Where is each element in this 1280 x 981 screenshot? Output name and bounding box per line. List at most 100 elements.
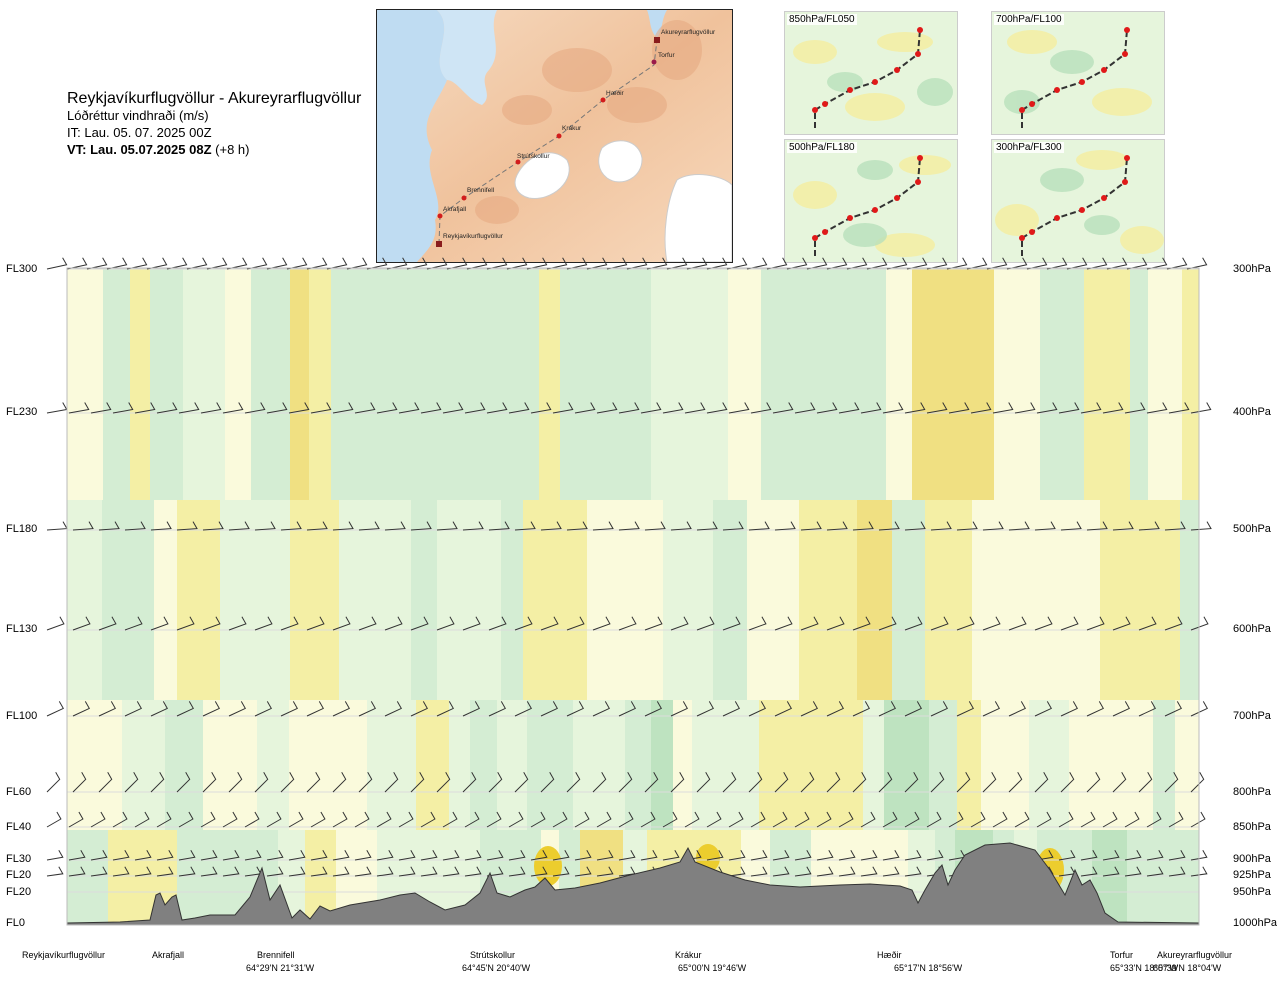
wind-barb	[488, 772, 503, 793]
wind-barb	[410, 616, 429, 631]
field-band	[994, 268, 1040, 500]
pa-label-925: 925hPa	[1233, 869, 1271, 881]
wind-barb	[926, 402, 948, 414]
field-band	[177, 830, 227, 925]
wind-barb	[552, 402, 574, 414]
wind-barb	[1008, 701, 1027, 717]
wind-barb	[1186, 257, 1208, 270]
wind-barb	[640, 402, 662, 414]
wind-barb	[354, 849, 372, 861]
field-band	[884, 700, 929, 830]
wind-barb	[508, 849, 526, 861]
field-band	[1027, 500, 1061, 700]
wind-barb	[222, 811, 238, 828]
wind-barb	[1124, 866, 1142, 877]
field-band	[684, 500, 713, 700]
wind-barb	[816, 811, 832, 828]
wind-barb	[46, 811, 62, 828]
wind-barb	[706, 849, 724, 861]
wind-barb	[860, 811, 876, 828]
wind-barb	[860, 866, 878, 877]
wind-barb	[176, 521, 198, 531]
wind-barb	[662, 811, 678, 828]
wind-barb	[384, 616, 403, 631]
field-band	[1170, 830, 1199, 925]
wind-barb	[1138, 616, 1157, 631]
field-band	[251, 268, 290, 500]
wind-barb	[882, 402, 904, 414]
wind-barb	[552, 811, 568, 828]
wind-barb	[134, 866, 152, 877]
wind-barb	[826, 616, 845, 631]
wind-barb	[786, 257, 808, 270]
wind-barb	[1112, 521, 1134, 531]
wind-barb	[970, 811, 986, 828]
wind-barb	[288, 866, 306, 877]
field-band	[315, 700, 367, 830]
wind-barb	[354, 402, 376, 414]
field-band	[501, 500, 523, 700]
wind-barb	[670, 521, 692, 531]
wind-barb	[696, 772, 711, 793]
wind-barb	[748, 772, 763, 793]
wind-barb	[774, 521, 796, 531]
wind-barb	[1164, 772, 1179, 793]
issue-time: IT: Lau. 05. 07. 2025 00Z	[67, 125, 212, 140]
wind-barb	[574, 866, 592, 877]
wind-barb	[878, 616, 897, 631]
wind-barb	[486, 811, 502, 828]
field-band	[492, 268, 539, 500]
wind-barb	[68, 866, 86, 877]
field-band	[67, 700, 122, 830]
wind-barb	[1146, 257, 1168, 270]
wind-barb	[1080, 402, 1102, 414]
mini-map-700-label: 700hPa/FL100	[994, 14, 1064, 25]
wind-barb	[464, 811, 480, 828]
field-band	[460, 500, 501, 700]
wind-barb	[508, 402, 530, 414]
map-label-torfur: Torfur	[658, 52, 675, 59]
wind-barb	[596, 849, 614, 861]
field-band	[799, 500, 821, 700]
chart-title-block: Reykjavíkurflugvöllur - Akureyrarflugvöl…	[67, 90, 361, 158]
field-band	[541, 500, 587, 700]
wind-barb	[586, 257, 608, 270]
wind-barb	[376, 849, 394, 861]
wind-barb	[286, 257, 308, 270]
wind-barb	[488, 616, 507, 631]
wind-barb	[904, 616, 923, 631]
wind-barb	[904, 772, 919, 793]
wind-barb	[46, 616, 65, 631]
wind-barb	[1080, 866, 1098, 877]
wind-barb	[566, 701, 585, 717]
wind-barb	[626, 257, 648, 270]
pa-label-950: 950hPa	[1233, 886, 1271, 898]
wind-barb	[1060, 521, 1082, 531]
wind-barb	[1008, 616, 1027, 631]
pa-label-300: 300hPa	[1233, 263, 1271, 275]
wind-barb	[800, 701, 819, 717]
wind-barb	[1102, 811, 1118, 828]
mini-map-300: 300hPa/FL300	[991, 139, 1165, 263]
wind-barb	[358, 772, 373, 793]
wind-barb	[1014, 402, 1036, 414]
wind-barb	[150, 772, 165, 793]
field-band	[1182, 268, 1199, 500]
mini-map-700: 700hPa/FL100	[991, 11, 1165, 135]
wind-barb	[72, 521, 94, 531]
wind-barb	[488, 521, 510, 531]
wind-barb	[1166, 257, 1188, 270]
field-band	[759, 700, 810, 830]
fl-label-100: FL100	[6, 710, 38, 722]
mini-map-850: 850hPa/FL050	[784, 11, 958, 135]
wind-barb	[126, 257, 148, 270]
wind-barb	[466, 257, 488, 270]
wind-barb	[826, 521, 848, 531]
wind-barb	[266, 257, 288, 270]
wind-barb	[530, 811, 546, 828]
route-point-haedir: Hæðir 65°17'N 18°56'W	[877, 950, 962, 973]
wind-barb	[244, 849, 262, 861]
wind-barb	[200, 402, 222, 414]
wind-barb	[384, 772, 399, 793]
